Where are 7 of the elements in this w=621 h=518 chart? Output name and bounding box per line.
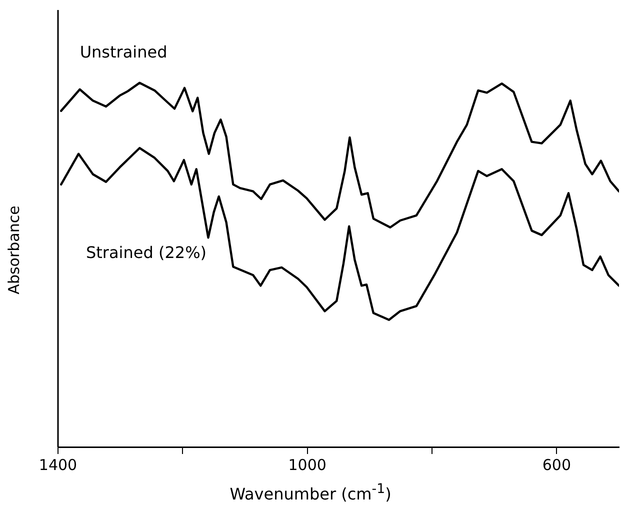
x-axis-title: Wavenumber (cm$^{-1}$) xyxy=(228,482,392,504)
x-tick-label: 1400 xyxy=(38,456,78,474)
x-tick-label: 1000 xyxy=(288,456,326,474)
series-label: Strained (22%) xyxy=(86,243,207,262)
x-tick-label: 600 xyxy=(542,456,571,474)
series-label: Unstrained xyxy=(80,42,168,62)
y-axis-title: Absorbance xyxy=(5,206,23,294)
